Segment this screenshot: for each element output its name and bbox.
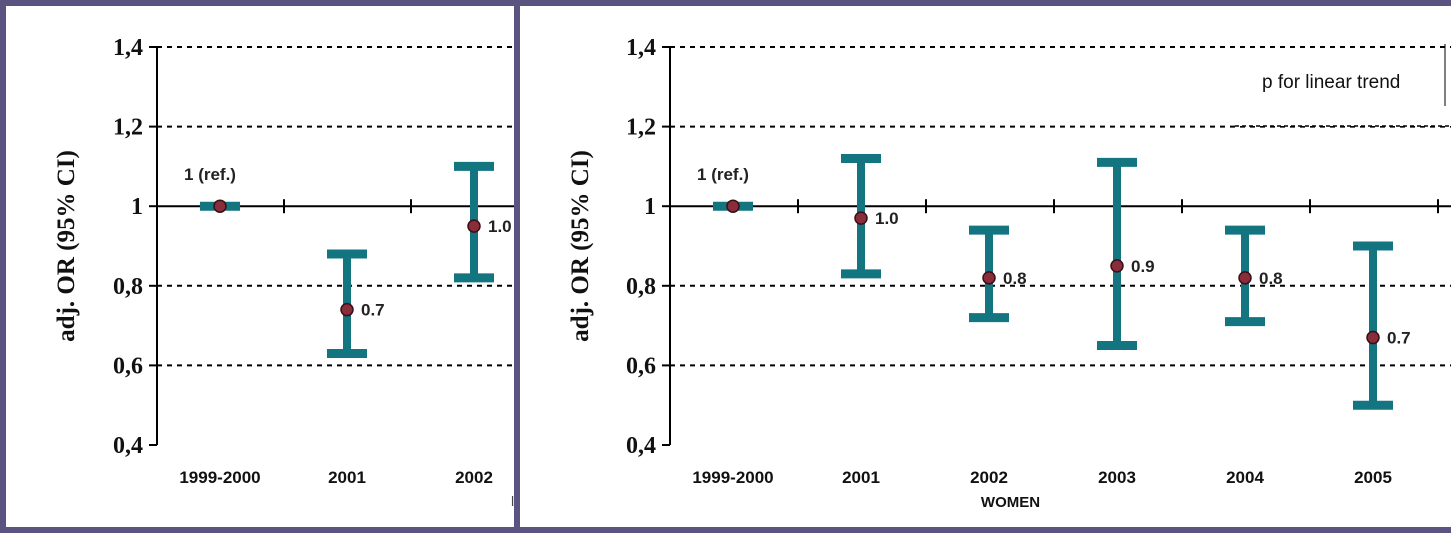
y-tick-label: 1,4 [113, 35, 143, 61]
stray-text: l [511, 493, 514, 509]
chart-right-svg: 0,4 0,6 0,8 1 1,2 1,4 adj. OR (95% CI) 1999-200… [520, 6, 1451, 527]
data-label: 1.0 [875, 209, 899, 228]
y-tick-label: 1 [644, 194, 656, 220]
data-label: 1 (ref.) [697, 165, 749, 184]
data-point [468, 220, 480, 232]
y-tick-label: 1 [131, 194, 143, 220]
data-point [341, 304, 353, 316]
x-tick-label: 2004 [1226, 468, 1264, 487]
data-label: 0.8 [1003, 269, 1027, 288]
chart-panel-left: 0,4 0,6 0,8 1 1,2 1,4 adj. OR (95% CI) 1999-200… [6, 6, 514, 527]
x-tick-label: 2005 [1354, 468, 1392, 487]
data-point [1111, 260, 1123, 272]
data-label: 0.7 [1387, 329, 1411, 348]
y-tick-label: 1,2 [113, 115, 143, 141]
y-axis-label: adj. OR (95% CI) [53, 150, 80, 342]
data-point [1367, 332, 1379, 344]
annotation-box [1235, 60, 1451, 126]
data-point [855, 212, 867, 224]
x-tick-label: 2001 [842, 468, 880, 487]
data-label: 1.0 [488, 217, 512, 236]
data-point [983, 272, 995, 284]
chart-left-svg: 0,4 0,6 0,8 1 1,2 1,4 adj. OR (95% CI) 1999-200… [6, 6, 514, 527]
x-tick-label: 1999-2000 [692, 468, 773, 487]
data-label: 0.8 [1259, 269, 1283, 288]
x-tick-label: 2002 [970, 468, 1008, 487]
y-tick-label: 0,4 [113, 433, 143, 459]
x-tick-label: 1999-2000 [179, 468, 260, 487]
data-point [727, 200, 739, 212]
data-label: 1 (ref.) [184, 165, 236, 184]
y-tick-label: 0,6 [626, 353, 656, 379]
y-tick-label: 0,6 [113, 353, 143, 379]
x-tick-label: 2001 [328, 468, 366, 487]
chart-panel-right: 0,4 0,6 0,8 1 1,2 1,4 adj. OR (95% CI) 1999-200… [520, 6, 1451, 527]
y-tick-label: 0,4 [626, 433, 656, 459]
y-tick-label: 0,8 [626, 274, 656, 300]
y-tick-label: 1,2 [626, 115, 656, 141]
data-label: 0.7 [361, 301, 385, 320]
x-axis-label: WOMEN [981, 494, 1040, 511]
x-tick-label: 2002 [455, 468, 493, 487]
data-label: 0.9 [1131, 257, 1155, 276]
y-tick-label: 0,8 [113, 274, 143, 300]
annotation-text: p for linear trend [1262, 72, 1400, 93]
data-point [1239, 272, 1251, 284]
y-axis-label: adj. OR (95% CI) [567, 150, 594, 342]
y-tick-label: 1,4 [626, 35, 656, 61]
data-point [214, 200, 226, 212]
x-tick-label: 2003 [1098, 468, 1136, 487]
